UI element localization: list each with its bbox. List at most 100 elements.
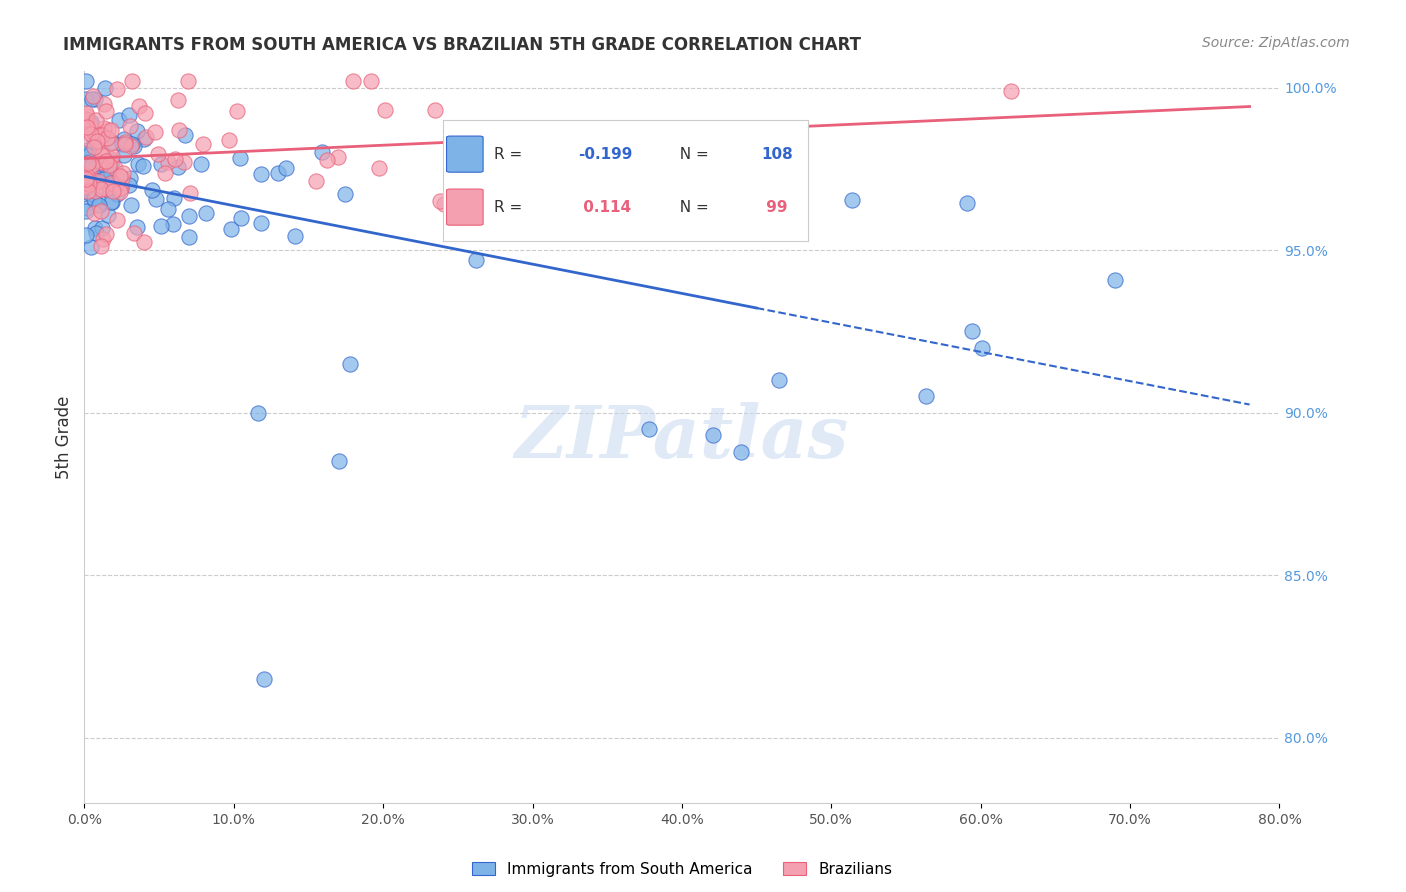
Point	[956, 195, 979, 210]
Point	[107, 112, 129, 127]
Point	[373, 103, 395, 118]
Point	[716, 214, 738, 228]
FancyBboxPatch shape	[447, 136, 484, 172]
Point	[134, 106, 156, 120]
Point	[127, 220, 149, 235]
Point	[91, 155, 114, 169]
Point	[333, 187, 356, 202]
Point	[527, 179, 550, 194]
Point	[702, 428, 724, 442]
Point	[339, 357, 361, 371]
Point	[162, 217, 184, 231]
Point	[90, 155, 112, 169]
Point	[342, 74, 364, 88]
Text: 0.114: 0.114	[578, 200, 631, 215]
Point	[80, 158, 103, 172]
Point	[122, 139, 145, 153]
Point	[127, 124, 149, 138]
Point	[326, 150, 349, 164]
Point	[96, 183, 118, 197]
Point	[83, 197, 105, 211]
Point	[83, 192, 105, 206]
Point	[157, 202, 180, 216]
Point	[368, 161, 391, 175]
Text: ZIPatlas: ZIPatlas	[515, 401, 849, 473]
Point	[621, 222, 644, 236]
Point	[79, 117, 101, 131]
Point	[841, 193, 863, 207]
Point	[75, 112, 97, 126]
Point	[79, 186, 101, 201]
Point	[311, 145, 333, 159]
Point	[173, 155, 195, 169]
Text: IMMIGRANTS FROM SOUTH AMERICA VS BRAZILIAN 5TH GRADE CORRELATION CHART: IMMIGRANTS FROM SOUTH AMERICA VS BRAZILI…	[63, 36, 862, 54]
Point	[77, 166, 100, 180]
Text: 108: 108	[761, 146, 793, 161]
Point	[90, 128, 112, 142]
Point	[423, 103, 446, 117]
Point	[962, 325, 984, 339]
Point	[76, 120, 98, 135]
Point	[77, 155, 100, 169]
Point	[121, 74, 143, 88]
Point	[82, 177, 104, 191]
Point	[101, 173, 124, 187]
Point	[76, 131, 98, 145]
Point	[120, 139, 142, 153]
Point	[84, 135, 107, 149]
Legend: Immigrants from South America, Brazilians: Immigrants from South America, Brazilian…	[465, 855, 898, 883]
Point	[76, 169, 98, 183]
Point	[122, 226, 145, 240]
Point	[97, 208, 120, 222]
Point	[114, 135, 136, 149]
Point	[110, 181, 132, 195]
Point	[94, 154, 117, 169]
Point	[96, 131, 118, 145]
Point	[110, 180, 132, 194]
Point	[84, 221, 107, 235]
Point	[591, 194, 613, 208]
Point	[90, 204, 112, 219]
Point	[91, 156, 114, 170]
Point	[105, 213, 128, 227]
Point	[83, 92, 105, 106]
Point	[94, 104, 117, 119]
Point	[83, 206, 105, 220]
Point	[145, 193, 167, 207]
Point	[167, 161, 190, 175]
Point	[191, 136, 214, 151]
Point	[229, 211, 252, 226]
Point	[176, 74, 198, 88]
Point	[87, 197, 110, 211]
Point	[111, 137, 134, 152]
Point	[112, 166, 135, 180]
Point	[100, 194, 122, 209]
Point	[80, 240, 103, 254]
Point	[143, 125, 166, 139]
Point	[135, 130, 157, 145]
Point	[134, 132, 156, 146]
Point	[247, 406, 270, 420]
Point	[82, 89, 104, 103]
Point	[79, 153, 101, 168]
Point	[177, 209, 200, 223]
Text: N =: N =	[669, 200, 713, 215]
Point	[101, 194, 124, 209]
Text: R =: R =	[494, 200, 527, 215]
Point	[79, 175, 101, 189]
Point	[75, 180, 97, 194]
Point	[118, 108, 141, 122]
Point	[97, 158, 120, 172]
Point	[167, 93, 190, 107]
Point	[75, 227, 97, 242]
Point	[89, 135, 111, 149]
Point	[76, 201, 98, 215]
Point	[75, 161, 97, 176]
Point	[76, 156, 98, 170]
Point	[110, 181, 132, 195]
Point	[75, 176, 97, 190]
Point	[915, 389, 938, 403]
Text: 99: 99	[761, 200, 787, 215]
Point	[128, 99, 150, 113]
Point	[225, 104, 247, 119]
